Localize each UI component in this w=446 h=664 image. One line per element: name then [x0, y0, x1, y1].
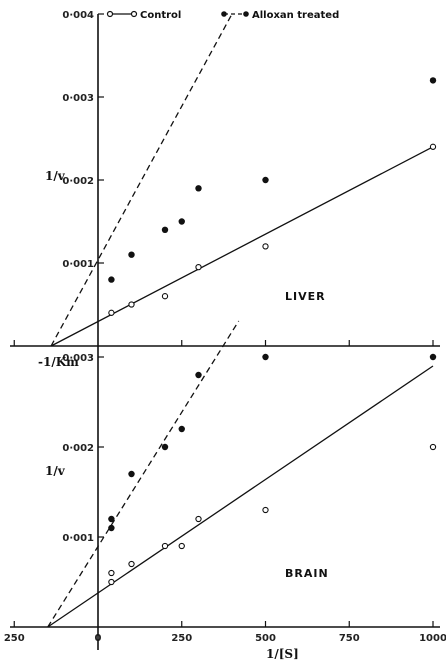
brain-x-tick-label: 500: [255, 633, 276, 644]
liver-treated-point: [429, 77, 437, 84]
brain-treated-point: [262, 353, 269, 361]
brain-x-tick-label: 750: [339, 633, 360, 644]
liver-y-tick-label: 0·001: [62, 259, 94, 270]
brain-control-point: [161, 542, 169, 550]
liver-treated-point: [178, 218, 185, 225]
brain-y-tick-label: 0·003: [62, 353, 94, 364]
brain-fit-line: [47, 320, 240, 628]
liver-control-point: [161, 293, 169, 300]
liver-treated-point: [195, 185, 202, 192]
legend: Control Alloxan treated: [106, 10, 339, 21]
brain-control-point: [262, 506, 269, 514]
liver-y-axis-label: 1/v: [45, 169, 66, 183]
brain-control-point: [178, 542, 185, 550]
brain-treated-point: [429, 353, 437, 361]
brain-treated-point: [161, 443, 169, 451]
brain-treated-point: [108, 524, 115, 532]
liver-control-point: [108, 309, 115, 316]
brain-control-point: [195, 515, 202, 523]
liver-fit-line: [50, 13, 233, 347]
km-label: -1/Km: [38, 355, 79, 369]
brain-x-tick-label: 1000: [419, 633, 446, 644]
liver-treated-point: [161, 226, 169, 233]
liver-control-point: [128, 301, 135, 308]
liver-control-point: [262, 243, 269, 250]
brain-y-tick-label: 0·002: [62, 443, 94, 454]
brain-treated-point: [195, 371, 202, 379]
brain-control-point: [108, 569, 115, 577]
brain-panel-label: BRAIN: [285, 567, 329, 580]
liver-treated-point: [108, 276, 115, 283]
brain-y-axis-label: 1/v: [45, 464, 66, 478]
liver-y-tick-label: 0·002: [62, 176, 94, 187]
legend-control-marker: [106, 10, 114, 18]
liver-panel: 0·004 0·003 0·002 0·001 LIVER: [13, 10, 437, 347]
liver-control-point: [195, 263, 202, 271]
liver-fit-line: [50, 146, 434, 347]
brain-treated-point: [108, 515, 115, 523]
legend-treated-label: Alloxan treated: [252, 10, 339, 21]
x-axis-label: 1/[S]: [266, 647, 299, 661]
liver-y-tick-label: 0·004: [62, 10, 94, 21]
liver-control-point: [429, 143, 437, 150]
brain-x-tick-label: 250: [4, 633, 25, 644]
legend-control-label: Control: [140, 10, 181, 21]
liver-y-tick-label: 0·003: [62, 93, 94, 104]
brain-y-tick-label: 0·001: [62, 533, 94, 544]
brain-control-point: [429, 443, 437, 451]
brain-control-point: [128, 560, 135, 568]
brain-treated-point: [128, 470, 135, 478]
brain-treated-point: [178, 425, 185, 433]
brain-x-tick-label: 250: [171, 633, 192, 644]
brain-fit-line: [47, 365, 434, 628]
liver-treated-point: [262, 176, 269, 184]
liver-treated-point: [128, 251, 135, 258]
brain-control-point: [108, 578, 115, 586]
liver-panel-label: LIVER: [285, 290, 326, 303]
